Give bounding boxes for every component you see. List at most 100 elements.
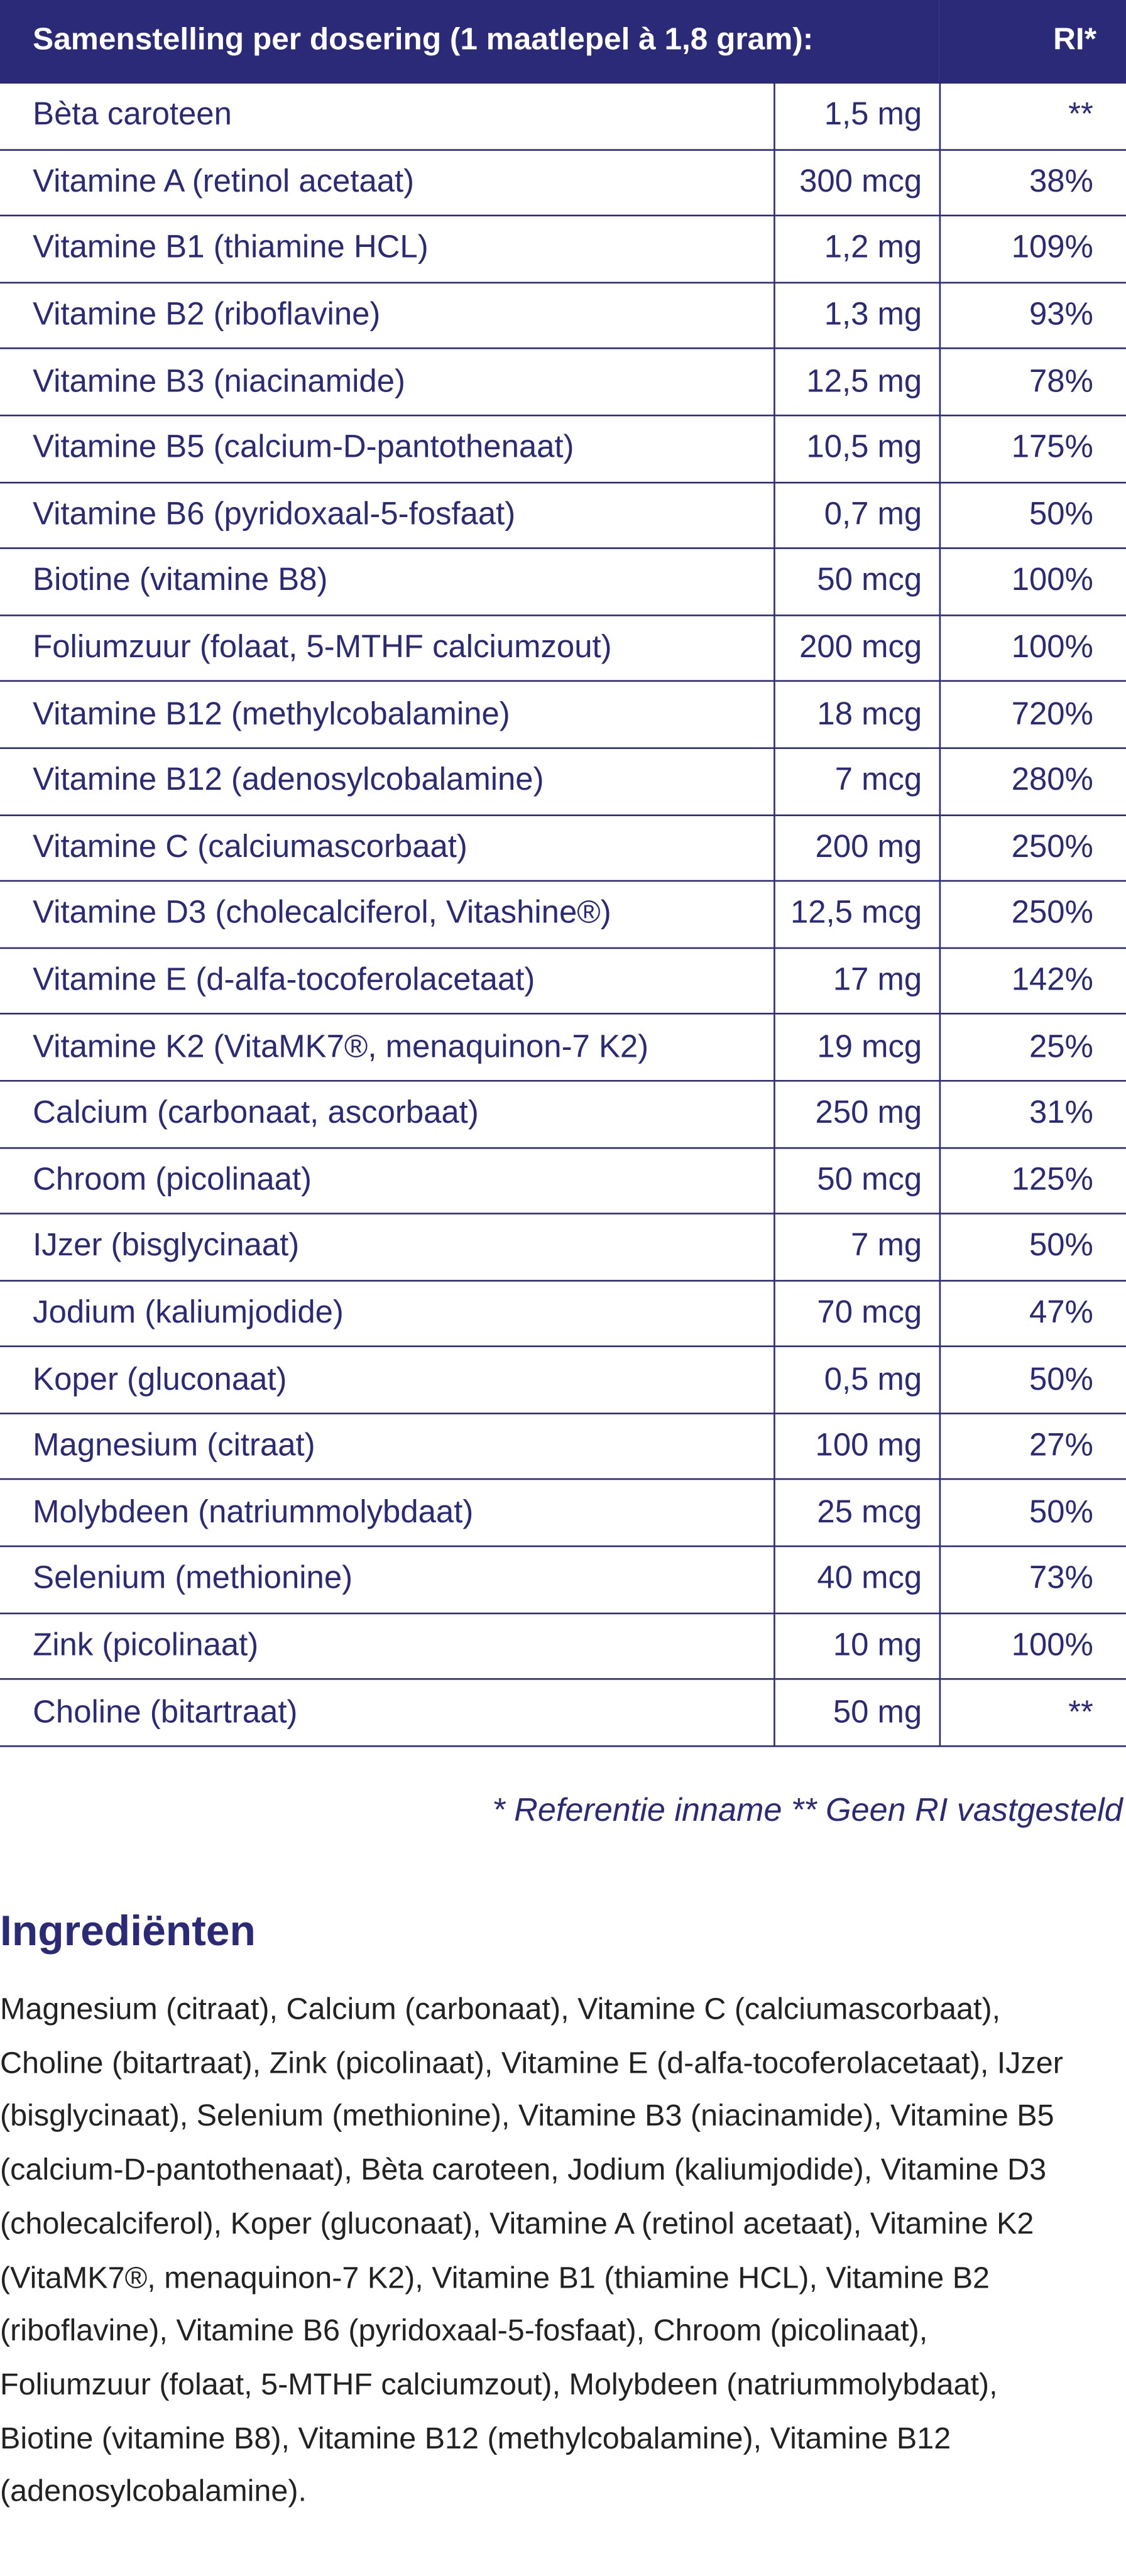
table-cell: 0,5 mg (772, 1346, 940, 1414)
table-cell: ** (938, 82, 1126, 150)
table-cell: 17 mg (772, 946, 940, 1015)
table-cell: 31% (938, 1079, 1126, 1149)
table-cell: 38% (938, 148, 1126, 217)
table-row: Magnesium (citraat) 100 mg 27% (0, 1412, 1126, 1481)
table-row: Selenium (methionine) 40 mcg 73% (0, 1545, 1126, 1614)
table-cell: 1,3 mg (772, 281, 940, 350)
table-cell: Vitamine B6 (pyridoxaal-5-fosfaat) (0, 481, 775, 550)
table-cell: Vitamine B5 (calcium-D-pantothenaat) (0, 414, 775, 483)
table-row: Choline (bitartraat) 50 mg ** (0, 1678, 1126, 1747)
table-cell: ** (938, 1678, 1126, 1747)
table-cell: Vitamine B12 (adenosylcobalamine) (0, 747, 775, 816)
table-row: Vitamine B3 (niacinamide) 12,5 mg 78% (0, 347, 1126, 417)
table-cell: 7 mg (772, 1213, 940, 1281)
table-cell: Vitamine E (d-alfa-tocoferolacetaat) (0, 946, 775, 1015)
table-row: Zink (picolinaat) 10 mg 100% (0, 1612, 1126, 1681)
table-cell: 200 mcg (772, 614, 940, 682)
table-cell: 250% (938, 880, 1126, 949)
table-cell: IJzer (bisglycinaat) (0, 1213, 775, 1281)
table-row: Vitamine B6 (pyridoxaal-5-fosfaat) 0,7 mg… (0, 481, 1126, 550)
table-cell: Bèta caroteen (0, 82, 775, 150)
table-row: Vitamine E (d-alfa-tocoferolacetaat) 17 m… (0, 946, 1126, 1015)
table-cell: 100% (938, 614, 1126, 682)
table-cell: 1,5 mg (772, 82, 940, 150)
table-cell: 27% (938, 1412, 1126, 1481)
table-cell: 18 mcg (772, 680, 940, 749)
table-cell: 175% (938, 414, 1126, 483)
header-cell: RI* (939, 0, 1126, 83)
table-cell: 50% (938, 1479, 1126, 1547)
table-cell: 50 mcg (772, 1146, 940, 1215)
table-cell: 50% (938, 481, 1126, 550)
table-cell: 50 mg (772, 1678, 940, 1747)
table-cell: 100% (938, 547, 1126, 616)
table-row: Vitamine B2 (riboflavine) 1,3 mg 93% (0, 281, 1126, 350)
table-cell: 73% (938, 1545, 1126, 1614)
table-cell: 125% (938, 1146, 1126, 1215)
table-row: Vitamine K2 (VitaMK7®, menaquinon-7 K2) 1… (0, 1013, 1126, 1082)
footnote: * Referentie inname ** Geen RI vastgeste… (492, 1793, 1123, 1829)
table-cell: Foliumzuur (folaat, 5-MTHF calciumzout) (0, 614, 775, 682)
table-cell: 50% (938, 1213, 1126, 1281)
section-title: Ingrediënten (0, 1906, 256, 1955)
table-cell: Vitamine A (retinol acetaat) (0, 148, 775, 217)
table-cell: 250 mg (772, 1079, 940, 1149)
table-row: Vitamine B12 (methylcobalamine) 18 mcg 720… (0, 680, 1126, 749)
table-row: IJzer (bisglycinaat) 7 mg 50% (0, 1213, 1126, 1281)
table-cell: 47% (938, 1279, 1126, 1348)
table-cell: 100% (938, 1612, 1126, 1681)
table-row: Vitamine B12 (adenosylcobalamine) 7 mcg 28… (0, 747, 1126, 816)
table-cell: Vitamine B12 (methylcobalamine) (0, 680, 775, 749)
table-cell: 25 mcg (772, 1479, 940, 1547)
table-cell: 50% (938, 1346, 1126, 1414)
table-cell: 78% (938, 347, 1126, 417)
table-row: Foliumzuur (folaat, 5-MTHF calciumzout) 2… (0, 614, 1126, 682)
table-cell: 0,7 mg (772, 481, 940, 550)
table-cell: Koper (gluconaat) (0, 1346, 775, 1414)
table-cell: 70 mcg (772, 1279, 940, 1348)
table-cell: 19 mcg (772, 1013, 940, 1082)
table-cell: Vitamine B3 (niacinamide) (0, 347, 775, 417)
table-row: Calcium (carbonaat, ascorbaat) 250 mg 31% (0, 1079, 1126, 1149)
table-cell: Vitamine B2 (riboflavine) (0, 281, 775, 350)
header-cell: Samenstelling per dosering (1 maatlepel … (0, 0, 939, 83)
table-cell: 200 mg (772, 814, 940, 882)
table-cell: 7 mcg (772, 747, 940, 816)
table-cell: Biotine (vitamine B8) (0, 547, 775, 616)
table-row: Molybdeen (natriummolybdaat) 25 mcg 50% (0, 1479, 1126, 1547)
table-cell: Magnesium (citraat) (0, 1412, 775, 1481)
table-row: Koper (gluconaat) 0,5 mg 50% (0, 1346, 1126, 1414)
table-cell: 93% (938, 281, 1126, 350)
table-cell: Selenium (methionine) (0, 1545, 775, 1614)
table-cell: 12,5 mcg (772, 880, 940, 949)
nutrition-table: Samenstelling per dosering (1 maatlepel … (0, 0, 1126, 1747)
table-cell: 25% (938, 1013, 1126, 1082)
table-cell: 1,2 mg (772, 215, 940, 283)
header-row: Samenstelling per dosering (1 maatlepel … (0, 0, 1126, 83)
table-cell: Jodium (kaliumjodide) (0, 1279, 775, 1348)
table-cell: Vitamine C (calciumascorbaat) (0, 814, 775, 882)
table-cell: Vitamine B1 (thiamine HCL) (0, 215, 775, 283)
table-row: Bèta caroteen 1,5 mg ** (0, 82, 1126, 150)
table-cell: Choline (bitartraat) (0, 1678, 775, 1747)
table-cell: 10,5 mg (772, 414, 940, 483)
table-cell: 10 mg (772, 1612, 940, 1681)
table-row: Vitamine B1 (thiamine HCL) 1,2 mg 109% (0, 215, 1126, 283)
table-cell: Vitamine D3 (cholecalciferol, Vitashine®… (0, 880, 775, 949)
table-cell: Calcium (carbonaat, ascorbaat) (0, 1079, 775, 1149)
table-cell: 250% (938, 814, 1126, 882)
table-row: Vitamine C (calciumascorbaat) 200 mg 250% (0, 814, 1126, 882)
table-cell: 280% (938, 747, 1126, 816)
table-row: Chroom (picolinaat) 50 mcg 125% (0, 1146, 1126, 1215)
table-row: Vitamine D3 (cholecalciferol, Vitashine®… (0, 880, 1126, 949)
table-cell: 142% (938, 946, 1126, 1015)
table-cell: Chroom (picolinaat) (0, 1146, 775, 1215)
table-cell: Molybdeen (natriummolybdaat) (0, 1479, 775, 1547)
table-cell: 12,5 mg (772, 347, 940, 417)
table-cell: 100 mg (772, 1412, 940, 1481)
table-cell: 109% (938, 215, 1126, 283)
table-body: Bèta caroteen 1,5 mg ** Vitamine A (retinol… (0, 82, 1126, 1747)
